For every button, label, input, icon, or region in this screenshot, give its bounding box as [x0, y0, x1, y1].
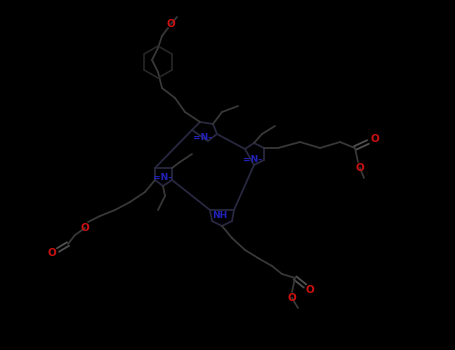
- Text: O: O: [48, 248, 56, 258]
- Text: O: O: [288, 293, 296, 303]
- Text: O: O: [81, 223, 89, 233]
- Text: =N-: =N-: [153, 174, 172, 182]
- Text: O: O: [306, 285, 314, 295]
- Text: NH: NH: [212, 211, 228, 220]
- Text: =N-: =N-: [192, 133, 212, 142]
- Text: O: O: [356, 163, 364, 173]
- Text: =N-: =N-: [243, 155, 262, 164]
- Text: O: O: [167, 19, 175, 29]
- Text: O: O: [371, 134, 379, 144]
